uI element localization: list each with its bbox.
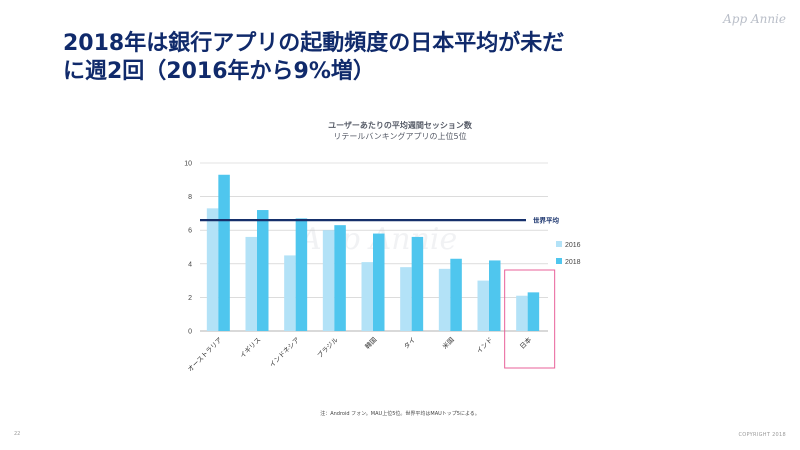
bar-2016-7 — [477, 280, 489, 331]
bar-2016-2 — [284, 255, 296, 331]
chart-title: ユーザーあたりの平均週間セッション数 — [328, 121, 472, 130]
x-tick-label: ブラジル — [315, 335, 340, 360]
bar-2018-5 — [411, 236, 424, 331]
bar-2018-4 — [373, 233, 385, 331]
bar-2018-2 — [295, 218, 308, 331]
footnote: 注：Android フォン。MAU上位5位。世界平均はMAUトップ5による。 — [320, 411, 480, 417]
bar-2018-8 — [527, 292, 540, 331]
copyright: COPYRIGHT 2018 — [738, 432, 786, 438]
bar-2016-0 — [206, 208, 219, 331]
bar-2016-6 — [438, 268, 451, 331]
x-tick-label: 米国 — [440, 335, 456, 351]
x-tick-label: インド — [475, 336, 494, 355]
legend-label-2018: 2018 — [565, 259, 581, 266]
bar-2018-1 — [257, 210, 269, 331]
y-tick-label: 2 — [188, 295, 192, 302]
legend-swatch-2016 — [556, 241, 562, 247]
x-tick-label: 日本 — [518, 335, 534, 351]
x-tick-label: イギリス — [238, 336, 262, 360]
slide-title: 2018年は銀行アプリの起動頻度の日本平均が未だ に週2回（2016年から9%増… — [63, 30, 703, 86]
bar-2018-7 — [489, 260, 501, 331]
legend-swatch-2018 — [556, 258, 562, 264]
app-annie-logo: App Annie — [723, 12, 786, 26]
bar-2016-5 — [400, 267, 412, 331]
x-tick-label: インドネシア — [268, 335, 302, 369]
x-tick-label: タイ — [402, 335, 418, 351]
y-tick-label: 0 — [188, 329, 192, 336]
slide-title-line-1: 2018年は銀行アプリの起動頻度の日本平均が未だ — [63, 31, 565, 56]
y-tick-label: 6 — [188, 228, 192, 235]
page-number: 22 — [14, 431, 21, 437]
chart-subtitle: リテールバンキングアプリの上位5位 — [333, 132, 467, 141]
y-tick-label: 4 — [188, 261, 192, 268]
bar-2016-4 — [361, 262, 373, 331]
legend-label-2016: 2016 — [565, 242, 581, 249]
x-tick-label: オーストラリア — [186, 335, 224, 373]
bar-2016-3 — [322, 230, 335, 331]
y-tick-label: 10 — [184, 161, 192, 168]
bar-2018-6 — [450, 258, 462, 331]
slide-title-line-2: に週2回（2016年から9%増） — [63, 59, 375, 84]
bar-2018-3 — [334, 225, 346, 331]
highlight-box-japan — [504, 269, 556, 369]
y-tick-label: 8 — [188, 194, 192, 201]
bar-2016-8 — [516, 295, 528, 331]
x-tick-label: 韓国 — [363, 335, 379, 351]
bar-2016-1 — [245, 236, 257, 331]
bar-2018-0 — [218, 174, 230, 331]
average-line-label: 世界平均 — [533, 216, 560, 225]
